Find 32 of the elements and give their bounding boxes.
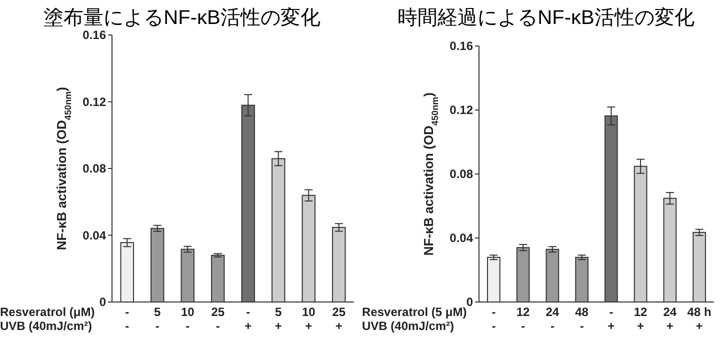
text: Resveratrol (μM) — [0, 305, 95, 319]
y-tick-label: 0 — [466, 295, 474, 309]
x-tick-label: - + — [608, 305, 615, 333]
x-tick-label: 24 + — [663, 305, 677, 333]
x-tick-label: 25 + — [332, 305, 346, 333]
x-tick-label: 12 - — [516, 305, 530, 333]
x-tick-label: 25 - — [211, 305, 225, 333]
x-tick-label: - + — [244, 305, 252, 333]
y-tick-label: 0.08 — [450, 167, 474, 181]
x-tick-label: 48 h + — [687, 305, 712, 333]
y-tick-label: 0.12 — [82, 94, 106, 109]
text: UVB (40mJ/cm²) — [0, 319, 92, 333]
chart-title: 塗布量によるNF-κB活性の変化 — [44, 6, 320, 29]
x-tick-label: - - — [492, 305, 496, 333]
x-tick-label: 10 + — [302, 305, 316, 333]
y-tick-label: 0.16 — [450, 39, 474, 53]
text: UVB (40mJ/cm²) — [362, 319, 454, 333]
text: Resveratrol (5 μM) — [362, 305, 467, 319]
y-tick-label: 0.12 — [450, 103, 474, 117]
y-tick-label: 0 — [99, 295, 106, 309]
chart-title: 時間経過によるNF-κB活性の変化 — [398, 6, 694, 29]
x-tick-label: 10 - — [180, 305, 195, 333]
y-tick-label: 0.08 — [82, 162, 106, 176]
x-tick-label: - - — [125, 305, 130, 333]
x-tick-label: 48 - — [575, 305, 589, 333]
x-tick-label: 5 - — [154, 305, 162, 333]
y-tick-label: 0.16 — [82, 28, 106, 42]
y-tick-label: 0.04 — [450, 231, 474, 245]
x-tick-label: 24 - — [546, 305, 560, 333]
x-tick-label: 5 + — [274, 305, 282, 333]
x-tick-label: 12 + — [634, 305, 648, 333]
y-tick-label: 0.04 — [82, 228, 106, 242]
